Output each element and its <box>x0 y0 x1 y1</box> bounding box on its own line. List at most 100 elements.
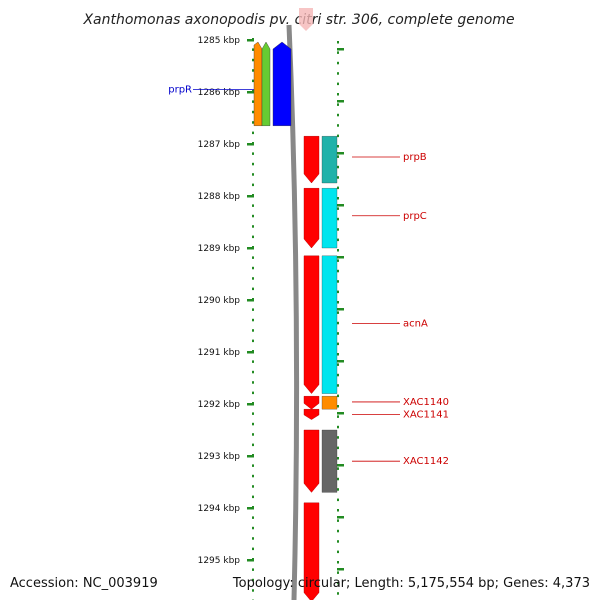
gene-label: XAC1142 <box>403 456 449 467</box>
minor-tick <box>337 457 339 460</box>
minor-tick <box>337 93 339 96</box>
cds-arrow <box>303 136 320 184</box>
minor-tick <box>252 360 254 363</box>
minor-tick <box>252 131 254 135</box>
minor-tick <box>337 581 339 585</box>
major-tick <box>247 299 254 302</box>
minor-tick <box>337 321 339 325</box>
minor-tick <box>337 165 339 169</box>
minor-tick <box>252 256 254 259</box>
minor-tick <box>252 214 254 218</box>
cog-block <box>321 396 338 410</box>
minor-tick <box>337 176 339 179</box>
minor-tick <box>337 353 339 356</box>
minor-tick <box>252 537 254 540</box>
tick-label: 1285 kbp <box>198 36 241 46</box>
minor-tick <box>337 134 339 138</box>
minor-tick <box>252 391 254 395</box>
cds-arrow <box>303 429 320 493</box>
minor-tick <box>252 370 254 374</box>
minor-tick <box>252 443 254 447</box>
major-tick <box>337 464 344 467</box>
minor-tick <box>337 446 339 450</box>
minor-tick <box>337 301 339 304</box>
genome-summary: Topology: circular; Length: 5,175,554 bp… <box>232 576 590 591</box>
minor-tick <box>337 550 339 554</box>
cds-arrow <box>303 396 320 410</box>
minor-tick <box>337 82 339 86</box>
major-tick <box>337 516 344 519</box>
right-scale <box>337 41 344 595</box>
minor-tick <box>337 571 339 574</box>
minor-tick <box>252 162 254 166</box>
major-tick <box>337 568 344 571</box>
cds-track <box>303 136 320 600</box>
minor-tick <box>252 204 254 207</box>
minor-tick <box>337 394 339 398</box>
minor-tick <box>337 311 339 314</box>
minor-tick <box>252 474 254 478</box>
minor-tick <box>252 173 254 176</box>
cds-arrow <box>303 409 320 420</box>
minor-tick <box>337 197 339 200</box>
minor-tick <box>252 277 254 280</box>
minor-tick <box>252 287 254 291</box>
major-tick <box>247 507 254 510</box>
minor-tick <box>337 207 339 210</box>
gene-label: prpC <box>403 211 427 222</box>
minor-tick <box>337 61 339 65</box>
gene-label: acnA <box>403 318 428 329</box>
minor-tick <box>252 48 254 51</box>
cds-arrow <box>303 255 320 394</box>
minor-tick <box>337 561 339 564</box>
minor-tick <box>252 495 254 499</box>
minor-tick <box>252 433 254 436</box>
minor-tick <box>252 318 254 322</box>
minor-tick <box>337 467 339 470</box>
tick-labels: 1285 kbp 1286 kbp 1287 kbp 1288 kbp 1289 kbp… <box>198 36 241 566</box>
cog-block <box>321 188 338 249</box>
minor-tick <box>337 592 339 595</box>
minor-tick <box>252 526 254 530</box>
minor-tick <box>337 228 339 231</box>
minor-tick <box>252 69 254 72</box>
gene-label: XAC1140 <box>403 397 449 408</box>
tick-label: 1292 kbp <box>198 400 241 410</box>
major-tick <box>247 143 254 146</box>
major-tick <box>337 48 344 51</box>
minor-tick <box>252 58 254 62</box>
minor-tick <box>252 100 254 103</box>
gene-label: prpB <box>403 152 427 163</box>
minor-tick <box>252 547 254 551</box>
major-tick <box>337 360 344 363</box>
cds-arrow <box>303 502 320 600</box>
minor-tick <box>252 152 254 155</box>
major-tick <box>247 351 254 354</box>
tick-label: 1287 kbp <box>198 140 241 150</box>
cds-arrow <box>303 188 320 249</box>
major-tick <box>337 100 344 103</box>
minor-tick <box>337 269 339 273</box>
gene-label: XAC1141 <box>403 409 449 420</box>
cog-block <box>321 136 338 184</box>
minor-tick <box>337 384 339 387</box>
genome-backbone <box>286 24 300 600</box>
minor-tick <box>337 342 339 346</box>
minor-tick <box>337 124 339 127</box>
minor-tick <box>337 540 339 543</box>
major-tick <box>247 455 254 458</box>
minor-tick <box>252 589 254 592</box>
major-tick <box>247 403 254 406</box>
minor-tick <box>337 509 339 512</box>
minor-tick <box>337 436 339 439</box>
tick-label: 1295 kbp <box>198 556 241 566</box>
minor-tick <box>252 516 254 519</box>
cog-block <box>261 41 271 126</box>
minor-tick <box>252 235 254 239</box>
minor-tick <box>252 308 254 311</box>
minor-tick <box>337 529 339 533</box>
tick-label: 1293 kbp <box>198 452 241 462</box>
minor-tick <box>252 266 254 270</box>
